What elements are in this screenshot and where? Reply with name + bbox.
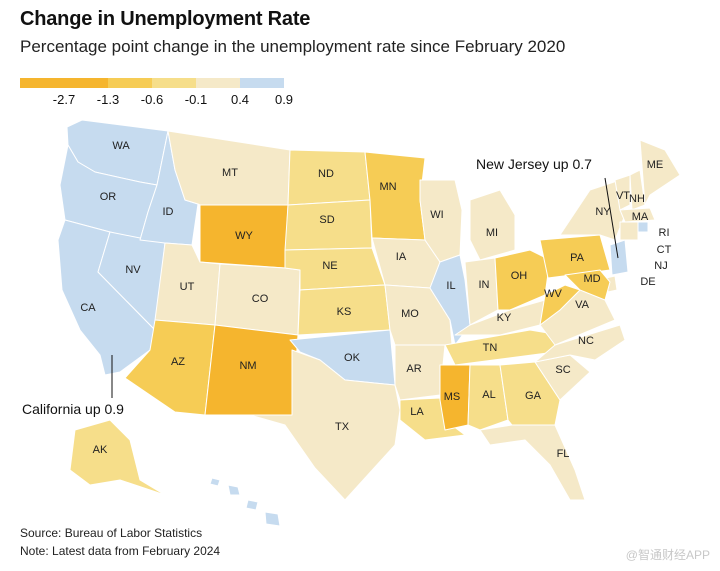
state-label-tx: TX bbox=[335, 421, 350, 433]
state-vt bbox=[614, 174, 631, 211]
state-label-tn: TN bbox=[483, 342, 498, 354]
state-label-nm: NM bbox=[239, 360, 256, 372]
state-label-nh: NH bbox=[629, 193, 645, 205]
state-label-ak: AK bbox=[93, 444, 108, 456]
state-label-ny: NY bbox=[595, 206, 611, 218]
state-label-ms: MS bbox=[444, 391, 461, 403]
state-label-ne: NE bbox=[322, 260, 337, 272]
state-label-ut: UT bbox=[180, 281, 195, 293]
state-label-vt: VT bbox=[616, 190, 630, 202]
state-label-ct: CT bbox=[657, 244, 672, 256]
state-label-mi: MI bbox=[486, 227, 498, 239]
state-label-il: IL bbox=[446, 280, 455, 292]
state-label-ok: OK bbox=[344, 352, 361, 364]
state-al bbox=[467, 364, 509, 431]
state-label-or: OR bbox=[100, 191, 117, 203]
state-label-mn: MN bbox=[379, 181, 396, 193]
legend-swatch-0 bbox=[20, 78, 64, 88]
state-label-ky: KY bbox=[497, 312, 512, 324]
state-ct bbox=[619, 221, 639, 241]
state-fl bbox=[479, 424, 586, 501]
state-label-wy: WY bbox=[235, 230, 253, 242]
legend-swatch-2 bbox=[108, 78, 152, 88]
watermark: @智通财经APP bbox=[625, 548, 710, 562]
chart-subtitle: Percentage point change in the unemploym… bbox=[20, 37, 566, 56]
legend-label: -1.3 bbox=[96, 92, 120, 107]
state-label-me: ME bbox=[647, 159, 664, 171]
state-label-wa: WA bbox=[112, 140, 130, 152]
state-label-pa: PA bbox=[570, 252, 585, 264]
state-label-az: AZ bbox=[171, 356, 185, 368]
state-ms bbox=[439, 364, 471, 431]
state-label-ga: GA bbox=[525, 390, 542, 402]
state-label-nd: ND bbox=[318, 168, 334, 180]
state-label-la: LA bbox=[410, 406, 424, 418]
state-hi-island-0 bbox=[245, 499, 259, 511]
state-label-fl: FL bbox=[557, 448, 570, 460]
state-nj bbox=[609, 239, 629, 276]
state-md bbox=[564, 269, 611, 301]
legend-swatch-5 bbox=[240, 78, 284, 88]
state-wv bbox=[539, 284, 581, 326]
state-label-id: ID bbox=[163, 206, 174, 218]
state-label-nc: NC bbox=[578, 335, 594, 347]
state-label-ca: CA bbox=[80, 302, 96, 314]
state-label-co: CO bbox=[252, 293, 269, 305]
state-label-oh: OH bbox=[511, 270, 528, 282]
state-label-ks: KS bbox=[337, 306, 352, 318]
state-label-sc: SC bbox=[555, 364, 570, 376]
state-label-md: MD bbox=[583, 273, 600, 285]
state-hi bbox=[227, 484, 241, 496]
state-nc bbox=[534, 324, 626, 363]
legend-swatch-1 bbox=[64, 78, 108, 88]
new-jersey-annotation: New Jersey up 0.7 bbox=[476, 156, 592, 172]
source-note: Source: Bureau of Labor Statistics bbox=[20, 526, 203, 540]
state-label-al: AL bbox=[482, 389, 495, 401]
legend-labels: -2.7 -1.3 -0.6 -0.1 0.4 0.9 bbox=[20, 92, 293, 108]
legend-label: -2.7 bbox=[52, 92, 76, 107]
data-note: Note: Latest data from February 2024 bbox=[20, 544, 221, 558]
state-mn bbox=[364, 151, 426, 241]
legend-swatch-3 bbox=[152, 78, 196, 88]
state-ar bbox=[394, 344, 446, 401]
state-hi-island-1 bbox=[264, 511, 281, 527]
state-mi bbox=[469, 189, 516, 261]
state-hi-island-2 bbox=[209, 477, 221, 487]
legend-swatch-4 bbox=[196, 78, 240, 88]
legend-swatches bbox=[20, 78, 284, 88]
state-label-mo: MO bbox=[401, 308, 419, 320]
legend: -2.7 -1.3 -0.6 -0.1 0.4 0.9 bbox=[20, 78, 293, 108]
legend-label: -0.6 bbox=[140, 92, 164, 107]
state-label-ar: AR bbox=[406, 363, 421, 375]
state-label-ia: IA bbox=[396, 251, 407, 263]
state-label-ma: MA bbox=[632, 211, 649, 223]
state-label-nj: NJ bbox=[654, 260, 667, 272]
state-label-de: DE bbox=[640, 276, 655, 288]
legend-label: 0.9 bbox=[274, 92, 294, 107]
state-label-wv: WV bbox=[544, 288, 562, 300]
state-label-in: IN bbox=[479, 279, 490, 291]
state-label-nv: NV bbox=[125, 264, 141, 276]
state-label-mt: MT bbox=[222, 167, 238, 179]
legend-label: -0.1 bbox=[184, 92, 208, 107]
state-ma bbox=[619, 207, 656, 223]
state-tx bbox=[249, 349, 401, 501]
state-pa bbox=[539, 234, 611, 279]
state-ak bbox=[69, 419, 166, 496]
state-ri bbox=[637, 221, 649, 233]
chart-title: Change in Unemployment Rate bbox=[20, 8, 311, 30]
legend-label: 0.4 bbox=[230, 92, 250, 107]
state-in bbox=[464, 257, 499, 326]
state-label-sd: SD bbox=[319, 214, 334, 226]
state-label-wi: WI bbox=[430, 209, 443, 221]
state-label-va: VA bbox=[575, 299, 590, 311]
state-me bbox=[639, 139, 681, 206]
california-annotation: California up 0.9 bbox=[22, 401, 124, 417]
state-label-ri: RI bbox=[659, 227, 670, 239]
